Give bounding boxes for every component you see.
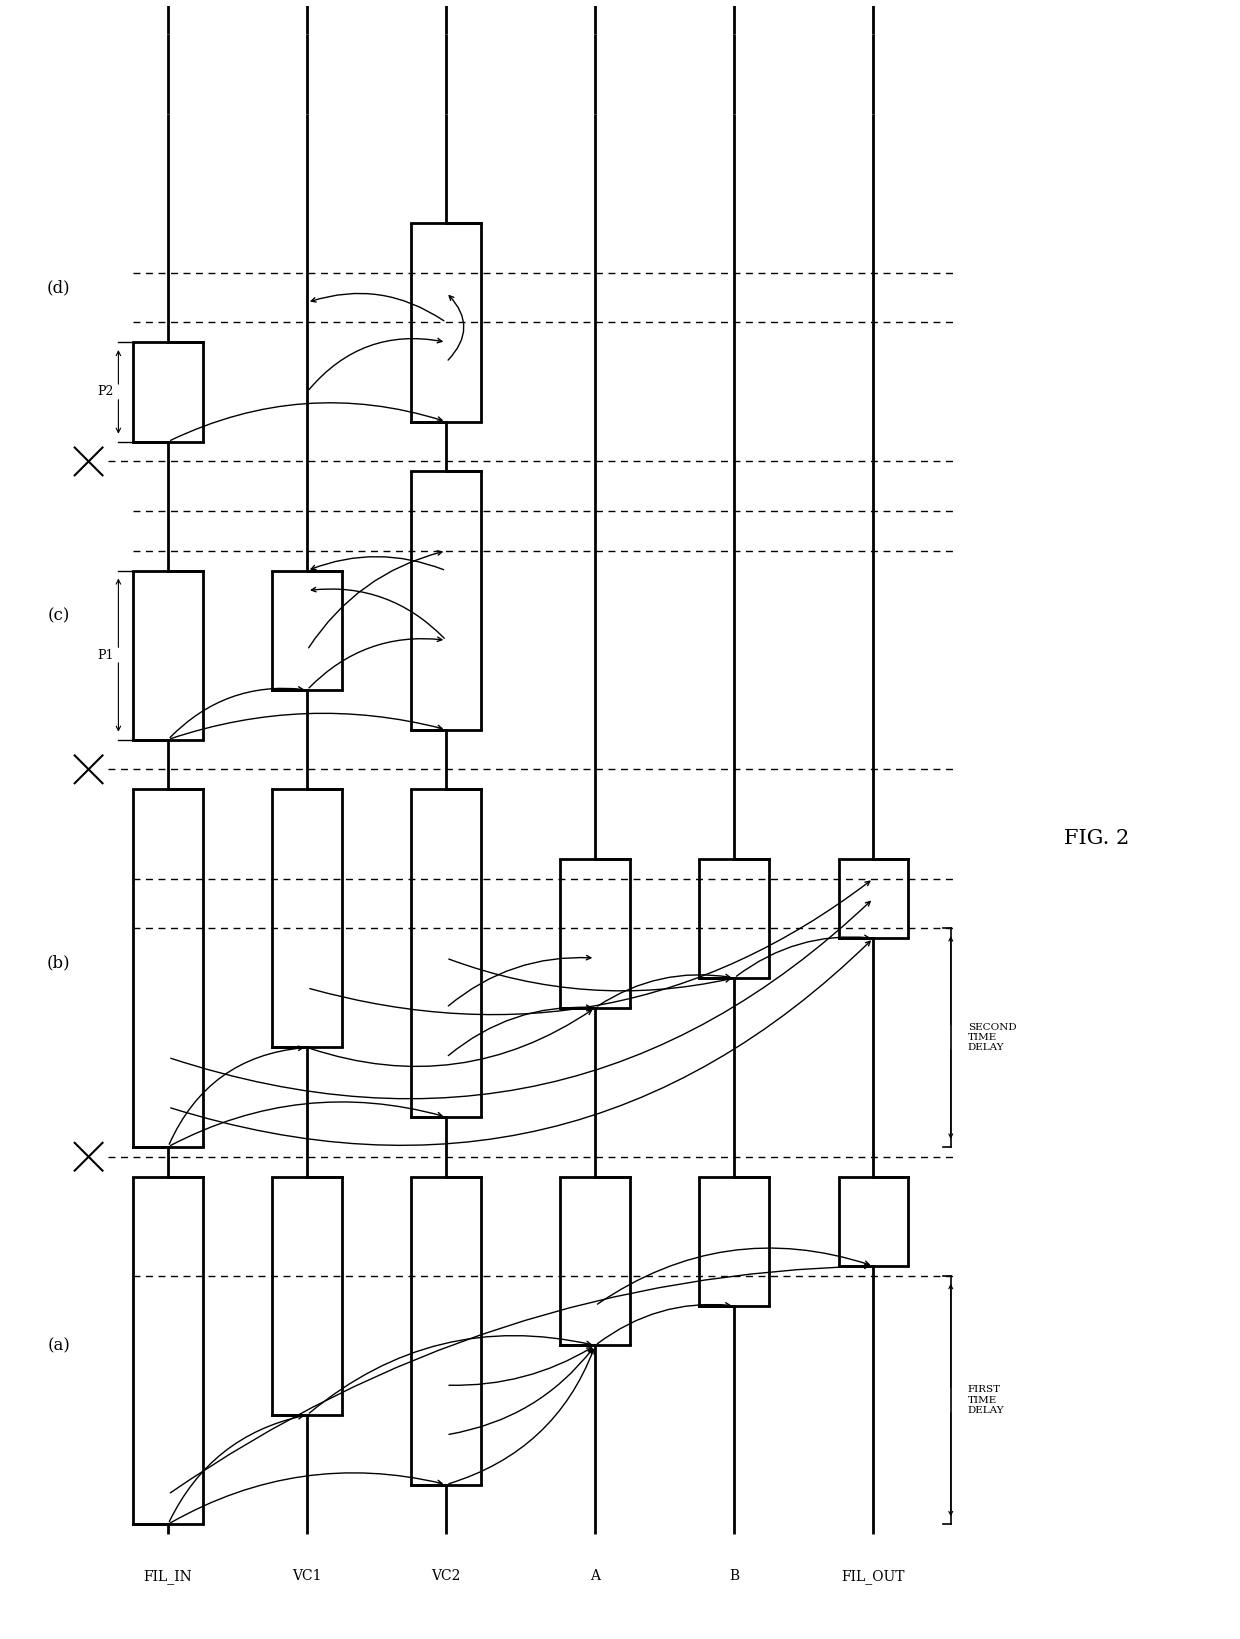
FancyArrowPatch shape	[171, 403, 441, 441]
Text: FIL_IN: FIL_IN	[144, 1569, 192, 1583]
FancyArrowPatch shape	[171, 1101, 441, 1146]
FancyArrowPatch shape	[309, 551, 441, 647]
Text: (b): (b)	[47, 954, 71, 972]
FancyArrowPatch shape	[310, 882, 869, 1015]
Text: A: A	[590, 1569, 600, 1583]
Text: (a): (a)	[47, 1337, 71, 1354]
FancyArrowPatch shape	[449, 1347, 591, 1385]
Text: (d): (d)	[47, 279, 71, 297]
Text: P1: P1	[97, 649, 113, 662]
Text: B: B	[729, 1569, 739, 1583]
FancyArrowPatch shape	[598, 974, 730, 1006]
FancyArrowPatch shape	[171, 901, 870, 1098]
FancyArrowPatch shape	[169, 1414, 303, 1521]
FancyArrowPatch shape	[449, 1349, 593, 1434]
FancyArrowPatch shape	[737, 936, 869, 977]
FancyArrowPatch shape	[310, 1010, 591, 1067]
FancyArrowPatch shape	[170, 1264, 869, 1493]
FancyArrowPatch shape	[309, 638, 441, 688]
FancyArrowPatch shape	[309, 1336, 591, 1413]
FancyArrowPatch shape	[171, 713, 441, 739]
FancyArrowPatch shape	[311, 587, 444, 638]
Text: FIL_OUT: FIL_OUT	[842, 1569, 905, 1583]
Text: FIG. 2: FIG. 2	[1064, 829, 1130, 849]
FancyArrowPatch shape	[171, 941, 870, 1146]
FancyArrowPatch shape	[449, 959, 730, 992]
FancyArrowPatch shape	[449, 1005, 590, 1056]
Text: P2: P2	[97, 385, 113, 398]
FancyArrowPatch shape	[598, 1247, 869, 1305]
FancyArrowPatch shape	[169, 1046, 303, 1144]
FancyArrowPatch shape	[170, 687, 303, 738]
Text: VC2: VC2	[432, 1569, 461, 1583]
FancyArrowPatch shape	[311, 557, 444, 570]
FancyArrowPatch shape	[598, 1303, 730, 1344]
FancyArrowPatch shape	[311, 293, 444, 321]
FancyArrowPatch shape	[309, 338, 441, 390]
FancyArrowPatch shape	[170, 1473, 441, 1523]
FancyArrowPatch shape	[449, 1349, 594, 1483]
Text: SECOND
TIME
DELAY: SECOND TIME DELAY	[967, 1023, 1017, 1052]
FancyArrowPatch shape	[449, 956, 590, 1006]
Text: (c): (c)	[47, 606, 69, 624]
Text: FIRST
TIME
DELAY: FIRST TIME DELAY	[967, 1385, 1004, 1414]
FancyArrowPatch shape	[448, 295, 464, 361]
Text: VC1: VC1	[293, 1569, 322, 1583]
